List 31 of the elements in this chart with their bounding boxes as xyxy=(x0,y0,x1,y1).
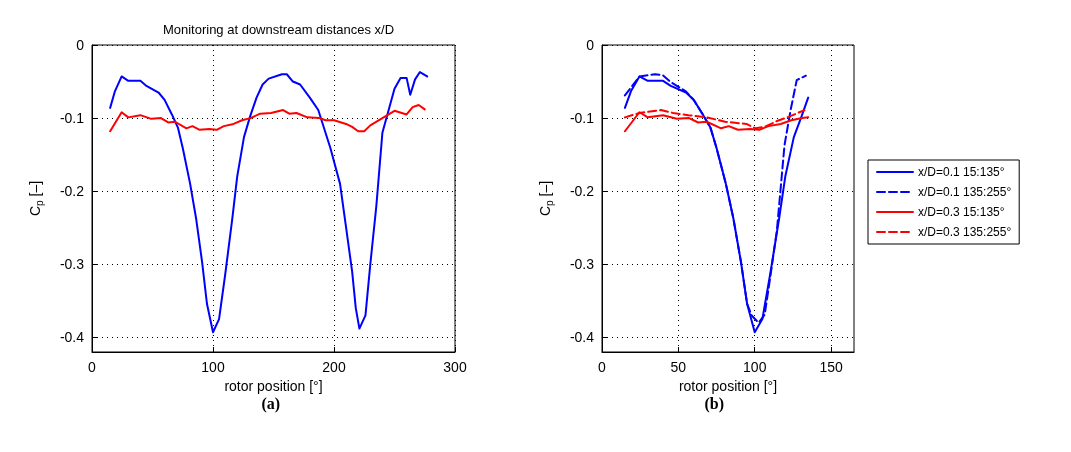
line-series xyxy=(109,103,426,133)
y-tick-label: -0.2 xyxy=(59,183,85,200)
y-tick-label: -0.3 xyxy=(569,256,595,273)
legend-label: x/D=0.1 15:135° xyxy=(918,165,1005,179)
y-tick-label: -0.4 xyxy=(59,329,85,346)
y-tick-label: -0.1 xyxy=(59,110,85,127)
y-tick-label: -0.3 xyxy=(59,256,85,273)
legend-label: x/D=0.3 135:255° xyxy=(918,225,1012,239)
x-tick-label: 0 xyxy=(598,359,607,375)
legend-label: x/D=0.1 135:255° xyxy=(918,185,1012,199)
x-tick-label: 300 xyxy=(443,359,467,375)
chart-title: Monitoring at downstream distances x/D xyxy=(162,22,395,37)
y-tick-label: 0 xyxy=(586,37,595,53)
x-tick-label: 0 xyxy=(88,359,97,375)
x-tick-label: 50 xyxy=(670,359,687,375)
x-axis-title: rotor position [°] xyxy=(224,377,323,394)
legend-label: x/D=0.3 15:135° xyxy=(918,205,1005,219)
text: (a) xyxy=(261,394,281,413)
y-tick-label: 0 xyxy=(76,37,85,53)
line-series xyxy=(109,71,429,334)
y-axis-title: Cp [–] xyxy=(537,180,555,217)
x-tick-label: 200 xyxy=(322,359,346,375)
y-tick-label: -0.4 xyxy=(569,329,595,346)
y-tick-label: -0.1 xyxy=(569,110,595,127)
x-tick-label: 100 xyxy=(201,359,225,375)
x-axis-title: rotor position [°] xyxy=(678,377,778,394)
x-tick-label: 100 xyxy=(743,359,767,375)
y-axis-title: Cp [–] xyxy=(27,180,45,217)
x-tick-label: 150 xyxy=(819,359,843,375)
y-tick-label: -0.2 xyxy=(569,183,595,200)
text: (b) xyxy=(704,394,725,413)
